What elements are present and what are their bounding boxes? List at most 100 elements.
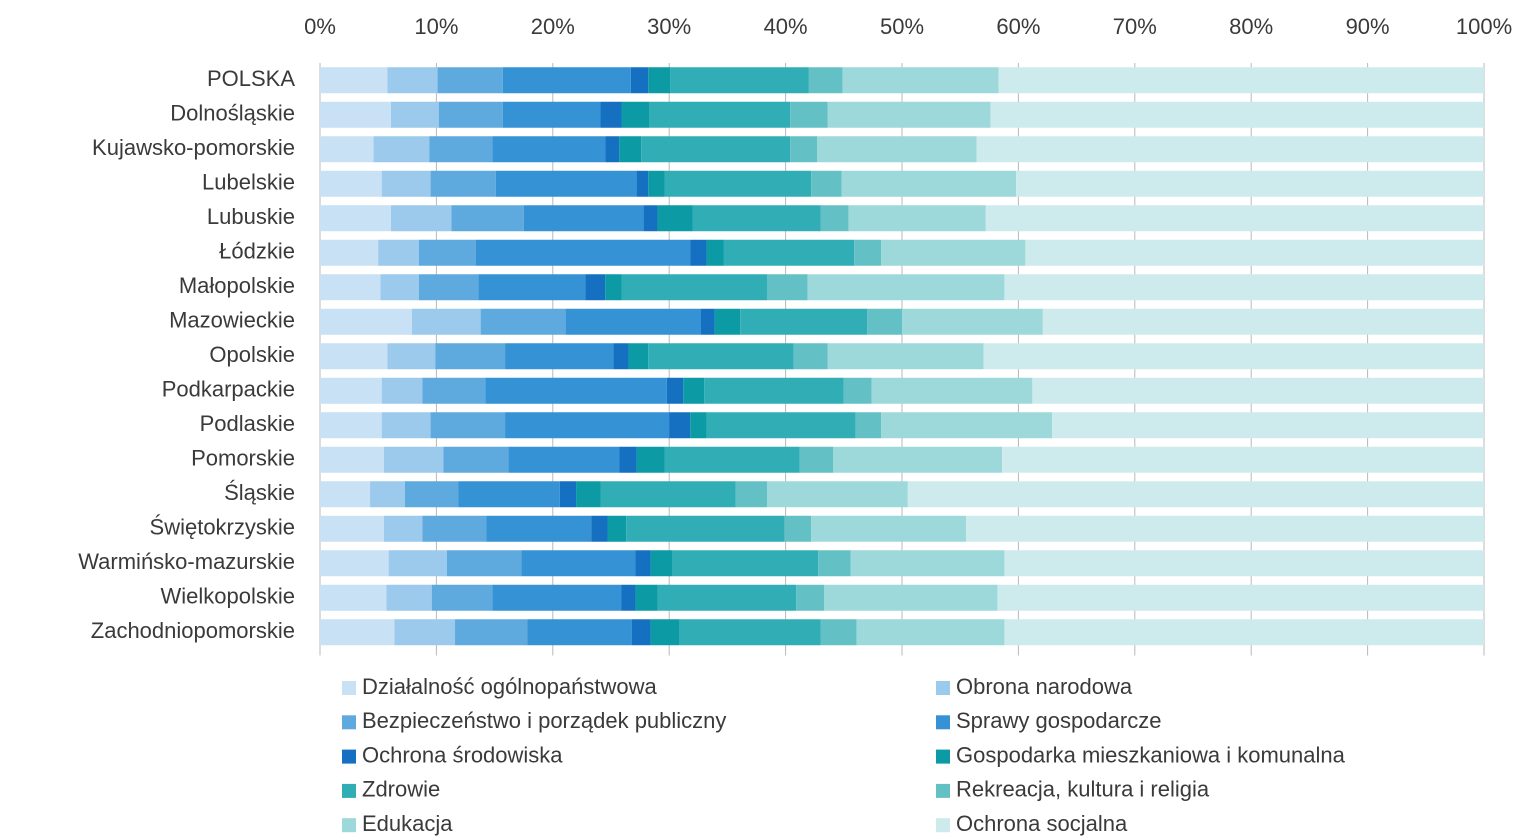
legend-label: Ochrona socjalna	[956, 811, 1128, 836]
bar-segment	[636, 170, 649, 197]
bar-segment	[820, 205, 849, 232]
legend-swatch	[342, 783, 356, 798]
bar-segment	[391, 101, 439, 128]
bar-segment	[495, 170, 637, 197]
bar-segment	[704, 377, 844, 404]
bar-segment	[827, 101, 991, 128]
bar-segment	[320, 446, 385, 473]
bar-segment	[808, 67, 843, 94]
x-tick-label: 10%	[414, 14, 458, 39]
bar-segment	[475, 239, 691, 266]
bar-segment	[856, 619, 1005, 646]
legend-swatch	[342, 749, 356, 764]
bar-segment	[320, 481, 371, 508]
category-label: Mazowieckie	[169, 308, 295, 333]
category-label: Lubelskie	[202, 170, 295, 195]
category-label: POLSKA	[207, 66, 295, 91]
bar-segment	[559, 481, 577, 508]
category-label: Pomorskie	[191, 446, 295, 471]
x-tick-label: 0%	[304, 14, 336, 39]
category-label: Lubuskie	[207, 204, 295, 229]
bar-segment	[320, 101, 392, 128]
bar-segment	[811, 515, 967, 542]
bar-segment	[1004, 619, 1484, 646]
bar-segment	[670, 67, 809, 94]
bar-segment	[842, 67, 999, 94]
bar-segment	[320, 205, 392, 232]
bar-segment	[621, 274, 767, 301]
bar-segment	[824, 584, 998, 611]
bar-segment	[378, 239, 419, 266]
bar-segment	[1002, 446, 1484, 473]
bar-segment	[855, 412, 882, 439]
bar-segment	[841, 170, 1017, 197]
bar-segment	[492, 136, 606, 163]
bar-segment	[320, 515, 385, 542]
bar-segment	[455, 619, 528, 646]
legend-label: Bezpieczeństwo i porządek publiczny	[362, 708, 726, 733]
bar-segment	[418, 274, 479, 301]
bar-segment	[664, 170, 812, 197]
bar-segment	[458, 481, 560, 508]
bar-segment	[706, 239, 724, 266]
bar-segment	[430, 170, 496, 197]
legend-swatch	[342, 681, 356, 695]
bar-segment	[1004, 274, 1484, 301]
bar-segment	[820, 619, 857, 646]
bar-segment	[817, 136, 977, 163]
bar-segment	[605, 274, 622, 301]
bar-segment	[370, 481, 405, 508]
bar-segment	[714, 308, 741, 335]
bar-segment	[657, 584, 797, 611]
bar-segment	[867, 308, 902, 335]
bar-segment	[320, 584, 387, 611]
bar-segment	[422, 515, 487, 542]
bar-segment	[643, 205, 658, 232]
bar-segment	[435, 343, 506, 370]
bar-segment	[480, 308, 566, 335]
bar-segment	[881, 412, 1053, 439]
bar-segment	[320, 619, 395, 646]
bar-segment	[666, 377, 684, 404]
bar-segment	[650, 550, 673, 577]
bar-segment	[384, 515, 423, 542]
bar-segment	[784, 515, 812, 542]
bar-segment	[320, 274, 381, 301]
bar-segment	[766, 274, 808, 301]
bar-segment	[807, 274, 1005, 301]
category-label: Łódzkie	[219, 239, 295, 264]
bar-segment	[418, 239, 476, 266]
bar-segment	[394, 619, 456, 646]
bar-segment	[600, 481, 736, 508]
bar-segment	[636, 446, 665, 473]
category-label: Śląskie	[224, 480, 295, 505]
bar-segment	[907, 481, 1484, 508]
bar-segment	[485, 377, 667, 404]
x-tick-label: 30%	[647, 14, 691, 39]
bar-segment	[431, 584, 493, 611]
legend-label: Ochrona środowiska	[362, 742, 563, 767]
category-label: Dolnośląskie	[170, 101, 295, 126]
bar-segment	[523, 205, 644, 232]
category-label: Świętokrzyskie	[150, 515, 295, 540]
category-label: Warmińsko-mazurskie	[78, 549, 295, 574]
bar-segment	[388, 550, 447, 577]
bar-segment	[1032, 377, 1484, 404]
bar-segment	[320, 550, 389, 577]
bar-segment	[811, 170, 842, 197]
x-tick-label: 40%	[764, 14, 808, 39]
bar-segment	[818, 550, 851, 577]
bar-segment	[648, 67, 671, 94]
bar-segment	[843, 377, 872, 404]
bar-segment	[373, 136, 430, 163]
category-label: Zachodniopomorskie	[91, 618, 295, 643]
x-tick-label: 80%	[1229, 14, 1273, 39]
bar-segment	[657, 205, 693, 232]
bar-segment	[672, 550, 819, 577]
bar-segment	[486, 515, 592, 542]
bar-segment	[1025, 239, 1484, 266]
bar-segment	[871, 377, 1033, 404]
bar-segment	[854, 239, 882, 266]
bar-segment	[700, 308, 715, 335]
bar-segment	[641, 136, 791, 163]
